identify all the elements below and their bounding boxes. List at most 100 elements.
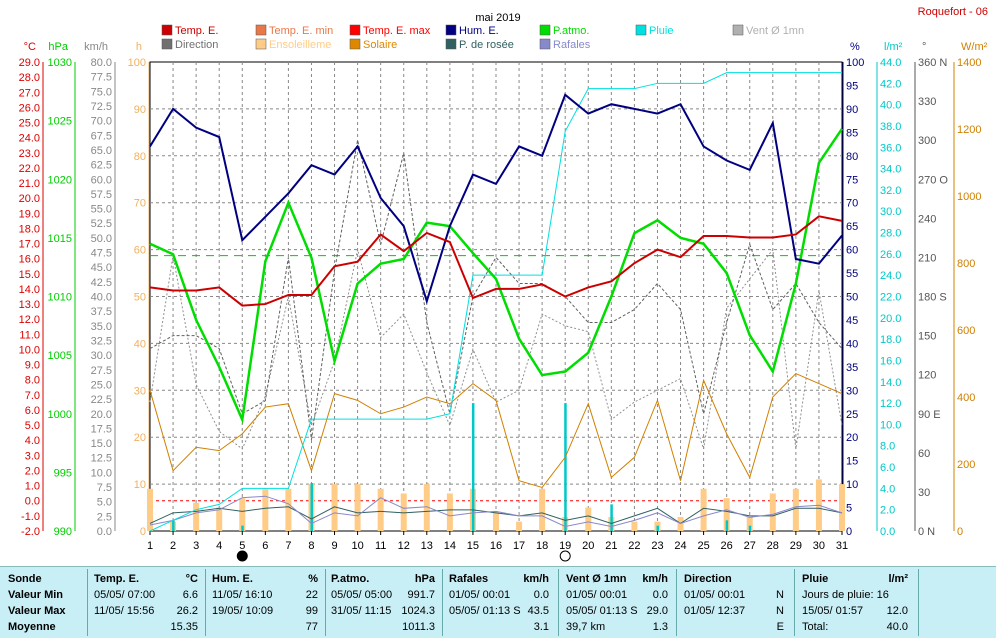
x-tick-label: 6 [262,540,268,552]
y-tick-label: 0 [846,526,852,538]
hum-header: Hum. E. [212,573,253,585]
stats-pluie-column: Pluie l/m² Jours de pluie: 16 15/05/ 01:5… [802,567,914,638]
y-tick-label: 26.0 [880,249,901,261]
legend-swatch [539,24,551,36]
sunshine-bar [331,484,338,531]
y-tick-label: 90 [846,104,858,116]
vent-max-date: 05/05/ 01:13 [566,605,628,617]
y-tick-label: 35 [846,362,858,374]
chart-title: mai 2019 [475,12,520,24]
y-tick-label: 800 [957,258,975,270]
y-tick-label: 120 [918,370,936,382]
legend-label: Direction [175,39,218,51]
sunshine-bar [423,484,430,531]
y-tick-label: 45.0 [91,262,112,274]
dir-min-date: 01/05/ 00:01 [684,589,746,601]
y-tick-label: 1010 [48,292,72,304]
press-unit: hPa [414,573,435,585]
stats-divider [87,569,88,636]
y-tick-label: 80.0 [91,57,112,69]
y-tick-label: 200 [957,459,975,471]
temp-line [149,215,843,307]
y-tick-label: 52.5 [91,218,112,230]
sunshine-bar [839,484,845,531]
y-tick-label: 10.0 [91,467,112,479]
y-tick-label: -2.0 [21,526,40,538]
vent-distance: 39,7 km [566,621,606,633]
y-tick-label: 34.0 [880,164,901,176]
y-tick-label: 50 [134,292,146,304]
y-tick-label: 37.5 [91,306,112,318]
raf-min-value: 0.0 [533,589,549,601]
rain-bar [725,520,729,531]
y-tick-label: 28.0 [880,228,901,240]
y-tick-label: 4.0 [25,435,40,447]
y-tick-label: 270 O [918,174,948,186]
x-tick-label: 27 [744,540,756,552]
x-tick-label: 31 [836,540,848,552]
dir-max-date: 01/05/ 12:37 [684,605,746,617]
raf-unit: km/h [523,573,549,585]
vent-max-dir: S [630,605,638,617]
y-tick-label: 10.0 [19,344,40,356]
y-tick-label: 42.5 [91,277,112,289]
x-tick-label: 5 [239,540,245,552]
raf-max-date: 05/05/ 01:13 [449,605,511,617]
pluie-unit: l/m² [888,573,908,585]
press-min-value: 991.7 [407,589,435,601]
y-tick-label: 0 [957,526,963,538]
x-tick-label: 14 [444,540,456,552]
y-tick-label: 77.5 [91,72,112,84]
x-tick-label: 25 [697,540,709,552]
y-tick-label: 11.0 [19,329,40,341]
hum-min-date: 11/05/ 16:10 [212,589,273,601]
stats-labels-column: Sonde Valeur Min Valeur Max Moyenne [8,567,88,638]
y-tick-label: 1400 [957,57,981,69]
sunshine-bar [377,488,384,531]
y-tick-label: 600 [957,325,975,337]
x-tick-label: 9 [331,540,337,552]
x-tick-label: 21 [605,540,617,552]
y-tick-label: 29.0 [19,57,40,69]
y-tick-label: 47.5 [91,248,112,260]
y-tick-label: 21.0 [19,178,40,190]
y-tick-label: 55 [846,268,858,280]
y-tick-label: 90 E [918,409,941,421]
y-tick-label: 1000 [957,191,981,203]
vent-avg-value: 1.3 [652,621,668,633]
press-max-value: 1024.3 [401,605,435,617]
sunshine-bar [493,512,499,531]
y-tick-label: 16.0 [880,355,901,367]
legend-label: Solaire [363,39,397,51]
press-max-date: 31/05/ 11:15 [331,605,392,617]
x-tick-label: 11 [375,540,386,552]
solar-line [149,372,843,489]
y-tick-label: 67.5 [91,130,112,142]
stats-divider [442,569,443,636]
x-tick-label: 17 [513,540,525,552]
stats-divider [558,569,559,636]
y-tick-label: 42.0 [880,78,901,90]
y-tick-label: 20 [846,432,858,444]
hum-unit: % [308,573,318,585]
y-tick-label: 30 [846,385,858,397]
y-tick-label: 5.0 [25,420,40,432]
row-label-avg: Moyenne [8,621,56,633]
y-tick-label: 55.0 [91,204,112,216]
rain-bar [610,504,613,531]
axis-unit-label: W/m² [961,41,988,53]
y-tick-label: 1025 [48,116,72,128]
temp-unit: °C [185,573,198,585]
y-tick-label: 22.5 [91,394,112,406]
stats-table: Sonde Valeur Min Valeur Max Moyenne Temp… [0,566,996,638]
y-tick-label: 38.0 [880,121,901,133]
y-tick-label: 65.0 [91,145,112,157]
stats-temp-column: Temp. E. °C 05/05/ 07:00 6.6 11/05/ 15:56 2… [94,567,204,638]
y-tick-label: 25.0 [19,118,40,130]
y-tick-label: 25.0 [91,379,112,391]
sunshine-bar [400,493,407,531]
legend-swatch [349,38,361,50]
humidity-line [149,93,843,305]
y-tick-label: 27.5 [91,365,112,377]
stats-divider [325,569,326,636]
